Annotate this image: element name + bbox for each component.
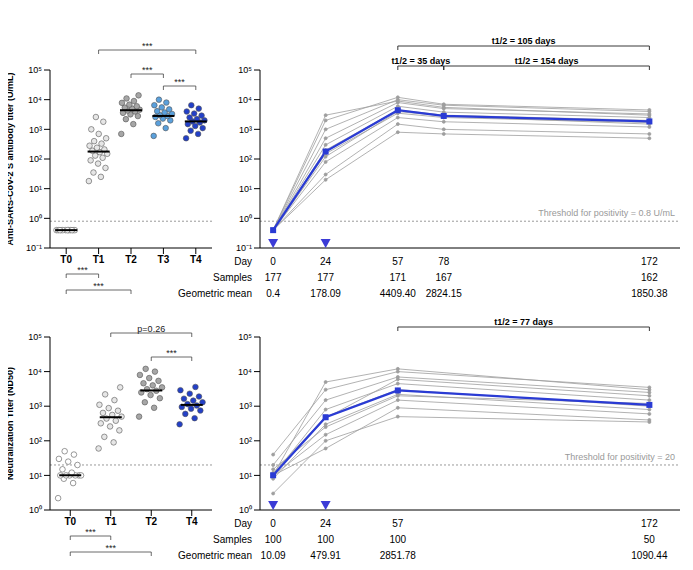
svg-text:0: 0 xyxy=(270,256,276,267)
svg-text:177: 177 xyxy=(265,272,282,283)
svg-text:1090.44: 1090.44 xyxy=(631,550,668,561)
svg-text:10⁵: 10⁵ xyxy=(238,65,252,75)
svg-text:10⁵: 10⁵ xyxy=(28,65,42,75)
svg-text:***: *** xyxy=(77,265,88,275)
svg-text:100: 100 xyxy=(389,534,406,545)
svg-text:t1/2 = 77 days: t1/2 = 77 days xyxy=(494,317,553,327)
svg-text:10⁰: 10⁰ xyxy=(239,214,252,224)
svg-text:50: 50 xyxy=(644,534,656,545)
svg-text:178.09: 178.09 xyxy=(310,288,341,299)
svg-text:T2: T2 xyxy=(125,254,137,265)
svg-text:T4: T4 xyxy=(190,254,202,265)
svg-text:10⁻¹: 10⁻¹ xyxy=(236,243,252,253)
svg-text:10²: 10² xyxy=(29,436,42,446)
svg-text:10¹: 10¹ xyxy=(29,471,42,481)
svg-text:Threshold for positivity = 0.8: Threshold for positivity = 0.8 U/mL xyxy=(538,208,675,218)
svg-text:10.09: 10.09 xyxy=(261,550,286,561)
html-text:Geometric mean: Geometric mean xyxy=(178,288,252,299)
svg-text:100: 100 xyxy=(317,534,334,545)
svg-text:10¹: 10¹ xyxy=(29,184,42,194)
svg-text:Threshold for positivity = 20: Threshold for positivity = 20 xyxy=(565,452,675,462)
html-text:Samples: Samples xyxy=(213,534,252,545)
svg-text:1850.38: 1850.38 xyxy=(631,288,668,299)
svg-text:10⁰: 10⁰ xyxy=(29,214,42,224)
svg-text:***: *** xyxy=(85,527,96,537)
svg-text:10⁵: 10⁵ xyxy=(28,332,42,342)
svg-text:t1/2 = 105 days: t1/2 = 105 days xyxy=(492,36,556,46)
svg-text:T1: T1 xyxy=(93,254,105,265)
svg-text:172: 172 xyxy=(641,518,658,529)
svg-text:T4: T4 xyxy=(186,516,198,527)
svg-text:10⁰: 10⁰ xyxy=(29,505,42,515)
svg-text:78: 78 xyxy=(438,256,450,267)
svg-text:T2: T2 xyxy=(145,516,157,527)
svg-text:10²: 10² xyxy=(239,436,252,446)
svg-text:57: 57 xyxy=(392,256,404,267)
svg-text:171: 171 xyxy=(389,272,406,283)
svg-text:479.91: 479.91 xyxy=(310,550,341,561)
svg-text:p=0.26: p=0.26 xyxy=(137,324,165,334)
svg-text:0: 0 xyxy=(270,518,276,529)
svg-text:***: *** xyxy=(105,543,116,553)
html-text:Samples: Samples xyxy=(213,272,252,283)
svg-text:10³: 10³ xyxy=(29,401,42,411)
svg-text:10¹: 10¹ xyxy=(239,184,252,194)
html-text:Geometric mean: Geometric mean xyxy=(178,550,252,561)
svg-text:10⁴: 10⁴ xyxy=(238,367,252,377)
svg-text:10⁻¹: 10⁻¹ xyxy=(26,243,42,253)
svg-text:t1/2 = 154 days: t1/2 = 154 days xyxy=(515,56,579,66)
svg-text:T0: T0 xyxy=(64,516,76,527)
svg-text:T3: T3 xyxy=(158,254,170,265)
svg-text:10⁰: 10⁰ xyxy=(239,505,252,515)
svg-text:2851.78: 2851.78 xyxy=(380,550,417,561)
svg-text:10⁵: 10⁵ xyxy=(238,332,252,342)
svg-text:10²: 10² xyxy=(239,154,252,164)
html-text:Day: Day xyxy=(234,256,252,267)
svg-text:2824.15: 2824.15 xyxy=(426,288,463,299)
svg-text:167: 167 xyxy=(435,272,452,283)
svg-text:T0: T0 xyxy=(60,254,72,265)
svg-text:177: 177 xyxy=(317,272,334,283)
svg-text:Anti-SARS-CoV-2 S antibody tit: Anti-SARS-CoV-2 S antibody titer (U/mL) xyxy=(8,72,15,245)
svg-text:10¹: 10¹ xyxy=(239,471,252,481)
svg-text:57: 57 xyxy=(392,518,404,529)
svg-text:24: 24 xyxy=(320,518,332,529)
svg-text:10³: 10³ xyxy=(29,125,42,135)
html-text:Day: Day xyxy=(234,518,252,529)
svg-text:4409.40: 4409.40 xyxy=(380,288,417,299)
svg-text:***: *** xyxy=(166,348,177,358)
svg-text:10³: 10³ xyxy=(239,125,252,135)
svg-text:***: *** xyxy=(174,77,185,87)
svg-text:10³: 10³ xyxy=(239,401,252,411)
svg-text:0.4: 0.4 xyxy=(266,288,280,299)
svg-text:172: 172 xyxy=(641,256,658,267)
svg-text:T1: T1 xyxy=(105,516,117,527)
svg-text:24: 24 xyxy=(320,256,332,267)
svg-text:10²: 10² xyxy=(29,154,42,164)
svg-text:t1/2 = 35 days: t1/2 = 35 days xyxy=(391,56,450,66)
svg-text:***: *** xyxy=(142,41,153,51)
svg-text:***: *** xyxy=(142,65,153,75)
svg-text:10⁴: 10⁴ xyxy=(28,95,42,105)
svg-text:10⁴: 10⁴ xyxy=(238,95,252,105)
svg-text:10⁴: 10⁴ xyxy=(28,367,42,377)
svg-text:100: 100 xyxy=(265,534,282,545)
svg-text:***: *** xyxy=(93,281,104,291)
svg-text:162: 162 xyxy=(641,272,658,283)
svg-text:Neutralization Titer (ND50): Neutralization Titer (ND50) xyxy=(8,367,15,480)
